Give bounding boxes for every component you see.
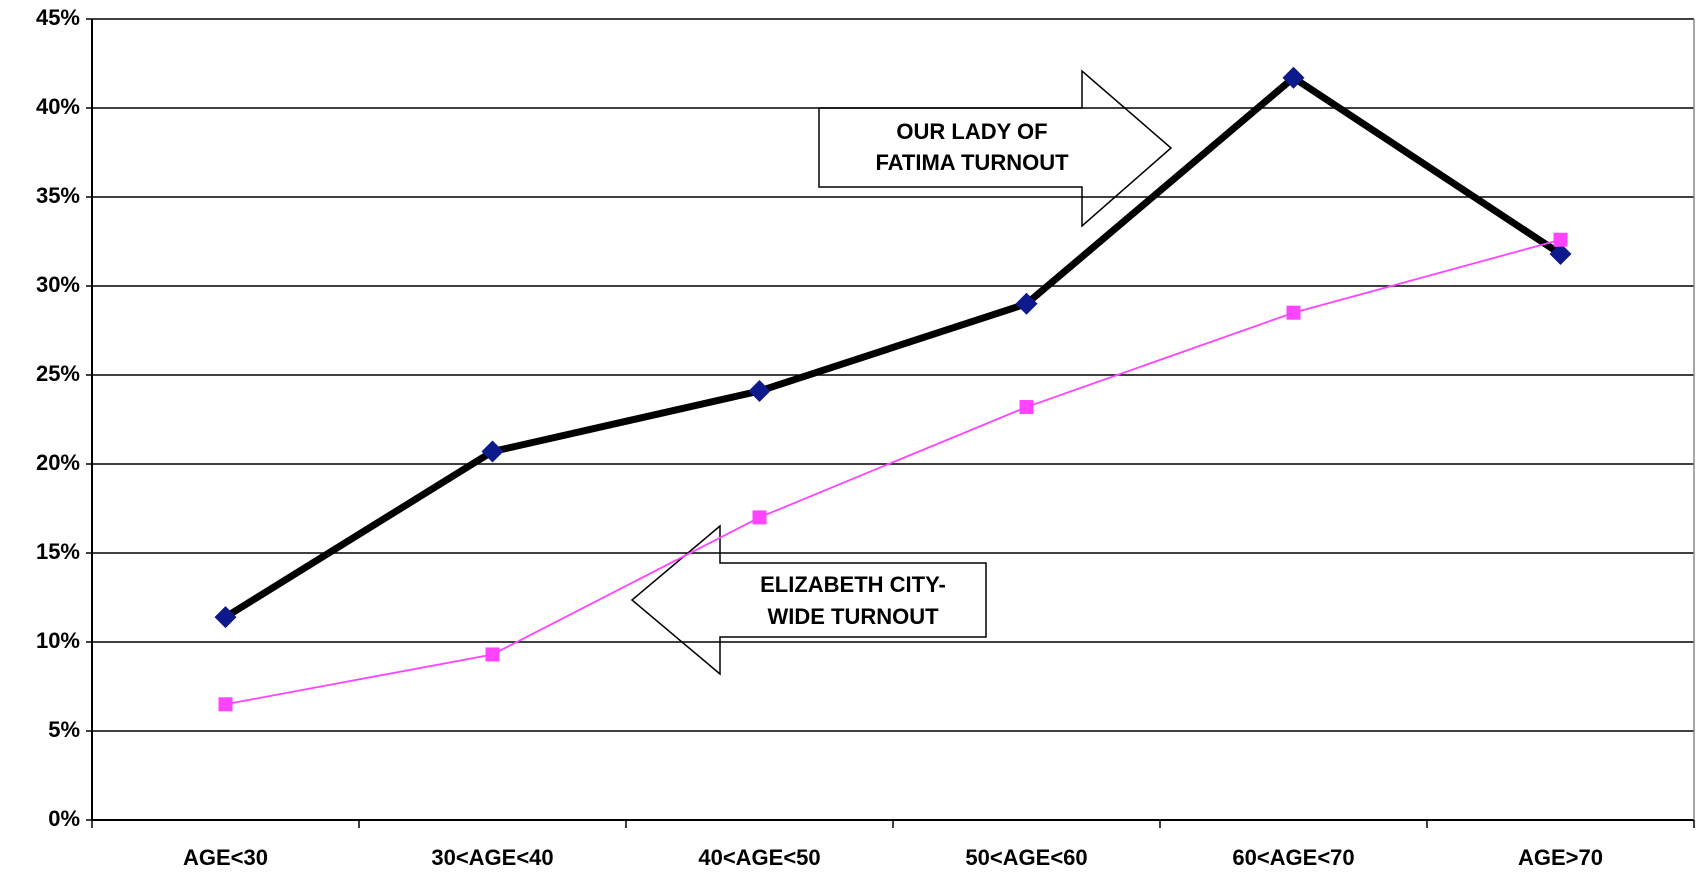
x-tick-label: 50<AGE<60 <box>965 845 1087 870</box>
y-tick-label: 5% <box>48 717 80 742</box>
marker <box>1553 232 1568 247</box>
callout-arrow-right <box>818 69 1173 228</box>
x-tick-label: 60<AGE<70 <box>1232 845 1354 870</box>
marker <box>1015 292 1038 315</box>
marker <box>214 606 237 629</box>
y-tick-label: 25% <box>36 361 80 386</box>
x-tick-label: AGE>70 <box>1518 845 1603 870</box>
marker <box>1286 305 1301 320</box>
x-tick-label: 30<AGE<40 <box>431 845 553 870</box>
series-line <box>225 238 1561 706</box>
marker <box>1282 66 1305 89</box>
y-tick-label: 15% <box>36 539 80 564</box>
annotation: ELIZABETH CITY- <box>760 572 946 597</box>
y-tick-label: 35% <box>36 183 80 208</box>
y-tick-label: 20% <box>36 450 80 475</box>
x-tick-label: AGE<30 <box>183 845 268 870</box>
marker <box>481 440 504 463</box>
marker <box>485 647 500 662</box>
annotation: OUR LADY OF <box>896 119 1047 144</box>
marker <box>218 697 233 712</box>
plot <box>214 66 1572 712</box>
series-line <box>223 73 1563 621</box>
y-tick-label: 0% <box>48 806 80 831</box>
x-tick-label: 40<AGE<50 <box>698 845 820 870</box>
y-tick-label: 10% <box>36 628 80 653</box>
marker <box>752 510 767 525</box>
marker <box>1019 400 1034 415</box>
annotation: FATIMA TURNOUT <box>875 150 1069 175</box>
marker <box>748 380 771 403</box>
y-tick-label: 45% <box>36 5 80 30</box>
y-tick-label: 30% <box>36 272 80 297</box>
marker <box>1549 242 1572 265</box>
annotation: WIDE TURNOUT <box>767 604 939 629</box>
callout-arrow-left <box>630 524 987 676</box>
y-tick-label: 40% <box>36 94 80 119</box>
